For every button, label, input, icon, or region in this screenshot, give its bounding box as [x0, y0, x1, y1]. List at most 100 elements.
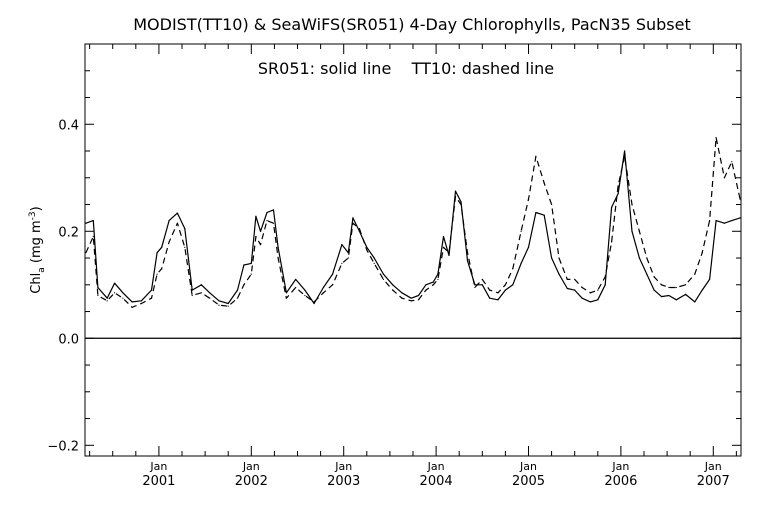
data-point-TT10	[723, 177, 725, 179]
data-point-SR051	[322, 286, 324, 289]
data-point-TT10	[304, 294, 306, 297]
y-tick-label: 0.4	[58, 118, 79, 133]
data-point-SR051	[442, 236, 445, 238]
data-point-SR051	[236, 289, 239, 291]
data-point-SR051	[668, 294, 670, 297]
data-point-TT10	[161, 268, 163, 270]
data-point-SR051	[638, 257, 640, 259]
data-point-SR051	[715, 219, 717, 222]
data-point-SR051	[660, 295, 663, 298]
data-point-TT10	[243, 284, 245, 286]
data-point-TT10	[227, 305, 229, 307]
data-point-SR051	[382, 273, 385, 275]
data-point-TT10	[285, 297, 288, 299]
data-point-TT10	[694, 273, 696, 275]
data-point-TT10	[437, 278, 439, 281]
data-point-TT10	[272, 222, 275, 224]
series-layer	[85, 137, 741, 308]
data-point-TT10	[322, 292, 324, 294]
data-point-SR051	[200, 284, 203, 286]
x-tick-year: 2001	[142, 474, 175, 489]
data-point-SR051	[277, 246, 279, 248]
data-point-SR051	[410, 297, 412, 299]
data-point-TT10	[218, 304, 220, 306]
data-point-TT10	[347, 257, 349, 259]
data-point-TT10	[366, 249, 368, 251]
data-point-TT10	[352, 222, 354, 224]
data-point-TT10	[250, 273, 252, 275]
data-point-SR051	[589, 301, 591, 303]
y-tick-label: −0.2	[47, 439, 79, 454]
data-point-TT10	[474, 286, 476, 289]
data-point-SR051	[272, 209, 275, 211]
x-tick-month: Jan	[427, 460, 445, 473]
data-point-TT10	[558, 257, 560, 259]
data-point-SR051	[285, 292, 288, 294]
x-tick-year: 2007	[697, 474, 730, 489]
data-point-SR051	[266, 211, 268, 214]
data-point-SR051	[313, 302, 315, 305]
data-point-SR051	[227, 302, 229, 305]
x-tick-year: 2005	[512, 474, 545, 489]
data-point-TT10	[581, 286, 583, 289]
data-point-TT10	[176, 222, 178, 224]
data-point-TT10	[255, 236, 257, 238]
data-point-TT10	[466, 252, 469, 254]
y-axis-label-unit: (mg m	[29, 220, 44, 267]
data-point-TT10	[97, 294, 99, 297]
data-point-SR051	[218, 300, 220, 302]
data-point-SR051	[92, 219, 94, 222]
data-point-SR051	[550, 257, 553, 259]
x-tick-month: Jan	[149, 460, 167, 473]
data-point-TT10	[448, 252, 450, 254]
x-tick-month: Jan	[242, 460, 260, 473]
data-point-SR051	[341, 244, 343, 246]
data-point-TT10	[731, 161, 733, 163]
data-point-SR051	[543, 214, 545, 216]
data-point-SR051	[466, 260, 469, 262]
data-point-TT10	[574, 278, 576, 281]
data-point-TT10	[113, 292, 116, 294]
data-point-TT10	[497, 292, 499, 294]
data-point-SR051	[512, 284, 514, 286]
data-point-SR051	[731, 219, 733, 222]
x-tick-month: Jan	[334, 460, 352, 473]
data-point-TT10	[184, 246, 186, 248]
y-axis-label-unit-close: )	[29, 206, 44, 211]
data-point-TT10	[708, 219, 711, 222]
data-point-SR051	[723, 222, 725, 224]
data-point-TT10	[604, 276, 606, 278]
data-point-TT10	[504, 284, 506, 286]
data-point-TT10	[715, 137, 717, 139]
data-point-SR051	[184, 227, 186, 230]
data-point-SR051	[168, 219, 170, 222]
data-point-TT10	[638, 230, 640, 232]
data-point-SR051	[85, 222, 87, 224]
data-point-SR051	[332, 273, 334, 275]
data-point-SR051	[176, 212, 178, 214]
data-point-TT10	[92, 236, 94, 238]
data-point-SR051	[392, 284, 394, 286]
data-point-SR051	[243, 264, 245, 266]
data-point-TT10	[200, 292, 203, 294]
data-point-SR051	[574, 289, 576, 291]
data-point-SR051	[131, 301, 133, 303]
data-point-TT10	[410, 300, 412, 302]
data-point-TT10	[392, 289, 394, 291]
data-point-TT10	[236, 297, 239, 299]
data-point-SR051	[617, 193, 619, 195]
data-point-TT10	[432, 284, 434, 286]
data-point-SR051	[150, 289, 153, 291]
data-point-SR051	[432, 281, 434, 283]
data-point-TT10	[611, 241, 613, 243]
data-point-TT10	[631, 203, 633, 206]
y-axis-label-sub: a	[37, 267, 47, 273]
data-point-TT10	[520, 230, 522, 232]
data-point-TT10	[550, 203, 553, 206]
data-point-SR051	[295, 278, 297, 281]
data-point-TT10	[454, 195, 457, 198]
data-point-SR051	[122, 292, 124, 294]
data-point-SR051	[460, 201, 462, 203]
data-point-TT10	[140, 302, 142, 305]
data-point-SR051	[527, 246, 530, 248]
